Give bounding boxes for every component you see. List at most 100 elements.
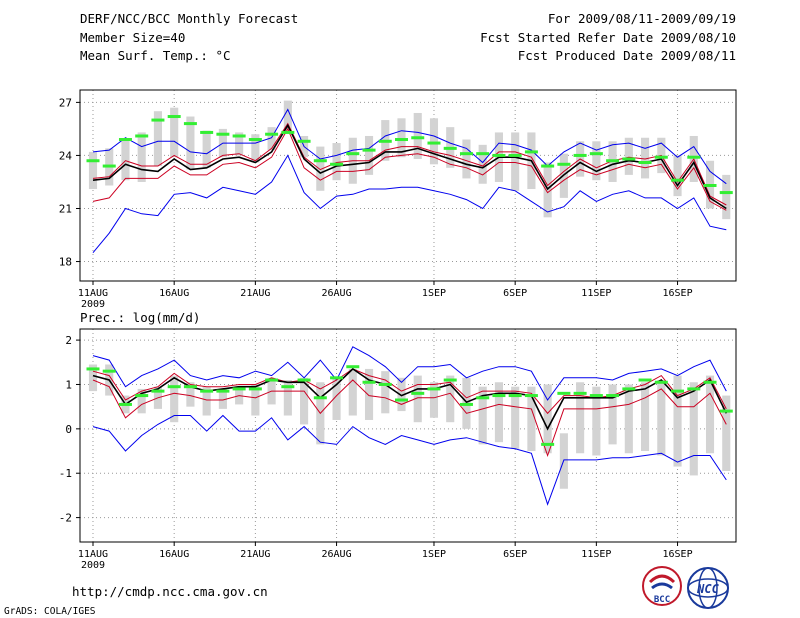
temp-clim-marker — [622, 157, 636, 161]
prec-ytick-label-2: 0 — [65, 423, 72, 436]
prec-spread-box — [413, 375, 422, 423]
prec-spread-box — [283, 380, 292, 416]
bcc-logo: BCC — [642, 566, 682, 606]
temp-spread-box — [641, 137, 650, 179]
prec-clim-marker — [524, 394, 538, 398]
temp-clim-marker — [492, 153, 506, 157]
temp-clim-marker — [459, 152, 473, 156]
prec-clim-marker — [135, 394, 149, 398]
temp-spread-box — [722, 174, 731, 220]
prec-clim-marker — [362, 380, 376, 384]
temp-clim-marker — [362, 148, 376, 152]
prec-series-min — [92, 414, 727, 506]
temp-series-min — [92, 154, 727, 254]
prec-clim-marker — [476, 396, 490, 400]
temp-clim-marker — [638, 161, 652, 165]
prec-spread-box — [673, 375, 682, 467]
temp-spread-box — [413, 112, 422, 159]
temp-spread-box — [397, 118, 406, 158]
temp-clim-marker — [232, 134, 246, 138]
prec-spread-box — [494, 382, 503, 443]
temp-clim-marker — [102, 164, 116, 168]
temp-series-upper — [92, 122, 727, 206]
temp-ytick-label-0: 18 — [59, 256, 72, 269]
prec-clim-marker — [622, 387, 636, 391]
temp-clim-marker — [248, 138, 262, 142]
prec-spread-box — [576, 382, 585, 454]
prec-xtick-label-1: 16AUG — [159, 549, 189, 560]
prec-clim-marker — [541, 442, 555, 446]
prec-ytick-label-0: -2 — [59, 512, 72, 525]
prec-clim-marker — [638, 378, 652, 382]
prec-clim-marker — [492, 394, 506, 398]
prec-xtick-label-5: 6SEP — [503, 549, 527, 560]
temp-clim-marker — [183, 122, 197, 126]
prec-spread-box — [722, 395, 731, 471]
prec-clim-marker — [508, 394, 522, 398]
prec-clim-marker — [118, 402, 132, 406]
temp-clim-marker — [411, 136, 425, 140]
prec-xtick-label-7: 16SEP — [662, 549, 692, 560]
temp-clim-marker — [330, 162, 344, 166]
temp-clim-marker — [86, 159, 100, 163]
prec-clim-marker — [395, 398, 408, 402]
prec-clim-marker — [378, 382, 392, 386]
temp-clim-marker — [606, 159, 620, 163]
grads-credit: GrADS: COLA/IGES — [4, 606, 96, 617]
temp-clim-marker — [118, 138, 132, 142]
member-size-label: Member Size=40 — [80, 30, 186, 45]
prec-clim-marker — [297, 378, 311, 382]
prec-spread-box — [689, 382, 698, 476]
prec-xtick-year-0: 2009 — [81, 560, 105, 571]
temp-clim-marker — [573, 153, 587, 157]
temp-spread-box — [592, 141, 601, 181]
prec-series-upper — [92, 368, 727, 415]
prec-clim-marker — [216, 389, 230, 393]
prec-clim-marker — [719, 409, 733, 413]
prec-xtick-label-4: 1SEP — [422, 549, 446, 560]
prec-series-mean — [92, 367, 728, 431]
temp-clim-marker — [151, 118, 165, 122]
prec-clim-marker — [573, 391, 587, 395]
temp-clim-marker — [281, 130, 295, 134]
temp-clim-marker — [654, 155, 668, 159]
prec-clim-marker — [200, 389, 214, 393]
forecast-period: For 2009/08/11-2009/09/19 — [547, 11, 736, 26]
temp-xtick-label-5: 6SEP — [503, 288, 527, 299]
temp-xtick-label-0: 11AUG — [78, 288, 108, 299]
prec-clim-marker — [687, 387, 701, 391]
prec-clim-marker — [232, 387, 246, 391]
temp-clim-marker — [589, 152, 603, 156]
prec-clim-marker — [671, 389, 685, 393]
temp-clim-marker — [313, 159, 327, 163]
temp-xtick-label-3: 26AUG — [321, 288, 351, 299]
temp-clim-marker — [346, 152, 360, 156]
prec-clim-marker — [183, 385, 197, 389]
prec-clim-marker — [606, 394, 620, 398]
temp-clim-marker — [687, 155, 701, 159]
temp-spread-box — [251, 134, 260, 163]
prec-clim-marker — [330, 376, 344, 380]
temp-clim-marker — [508, 153, 522, 157]
prec-spread-box — [364, 368, 374, 420]
prec-spread-box — [543, 384, 552, 454]
temp-spread-box — [202, 130, 211, 168]
prec-spread-box — [608, 384, 617, 445]
prec-spread-box — [592, 386, 601, 456]
temp-series-mean — [92, 123, 727, 210]
temp-xtick-label-2: 21AUG — [240, 288, 270, 299]
temp-spread-box — [283, 100, 292, 131]
prec-clim-marker — [102, 369, 116, 373]
prec-spread-box — [251, 384, 260, 416]
temp-spread-box — [121, 139, 130, 181]
prec-ytick-label-1: -1 — [59, 467, 72, 480]
prec-xtick-label-2: 21AUG — [240, 549, 270, 560]
temp-spread-box — [429, 118, 439, 165]
prec-clim-marker — [313, 396, 327, 400]
prec-spread-box — [478, 386, 487, 445]
prec-clim-marker — [265, 378, 279, 382]
temp-spread-box — [170, 107, 179, 158]
footer-url[interactable]: http://cmdp.ncc.cma.gov.cn — [72, 584, 268, 599]
temp-spread-box — [267, 127, 276, 151]
